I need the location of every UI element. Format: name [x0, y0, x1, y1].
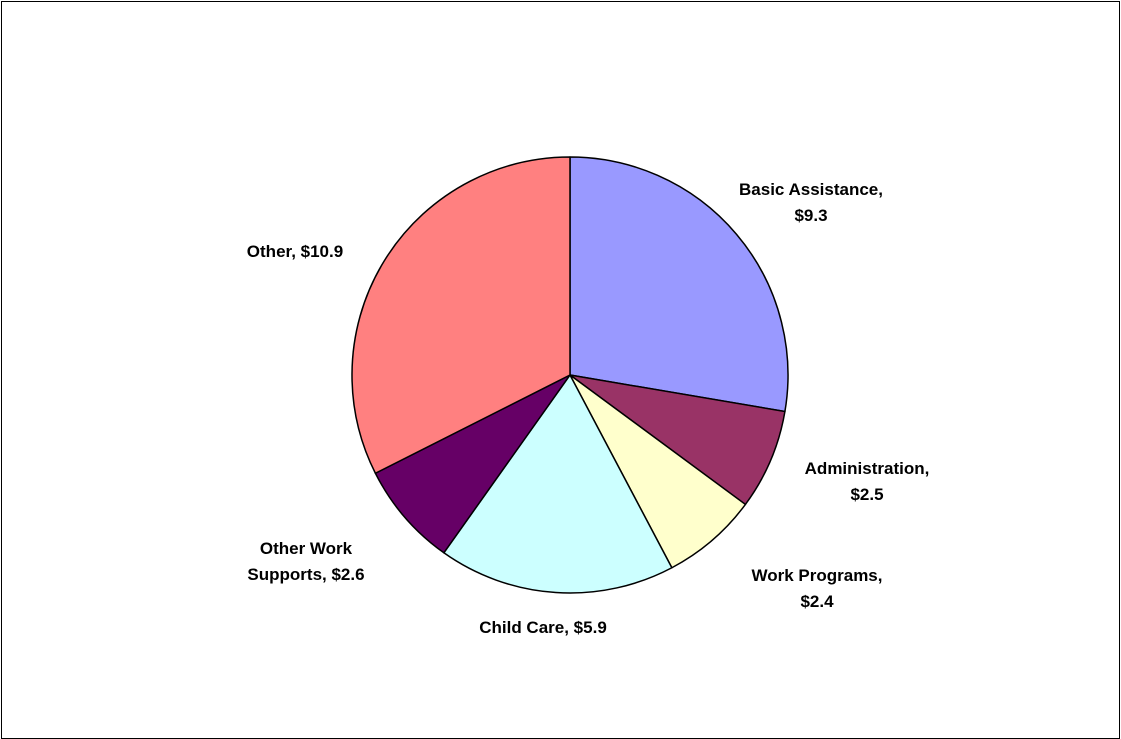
- slice-label-line: Other, $10.9: [247, 242, 343, 261]
- slice-label-line: $2.5: [850, 485, 883, 504]
- pie-slice-3: [443, 374, 673, 594]
- slice-label-4: Other Work Supports, $2.6: [247, 539, 364, 584]
- slice-label-5: Other, $10.9: [247, 242, 343, 261]
- slice-label-0: Basic Assistance, $9.3: [739, 180, 883, 225]
- slice-label-line: $2.4: [800, 592, 834, 611]
- slice-label-2: Work Programs, $2.4: [751, 566, 882, 611]
- slice-label-line: Supports, $2.6: [247, 565, 364, 584]
- slice-label-line: $9.3: [794, 206, 827, 225]
- pie-slice-1: [569, 374, 786, 506]
- pie-slice-0: [569, 156, 789, 413]
- slice-label-line: Work Programs,: [751, 566, 882, 585]
- slice-label-line: Child Care, $5.9: [479, 618, 607, 637]
- pie-slice-5: [351, 156, 571, 474]
- pie-slice-4: [374, 374, 571, 554]
- slice-label-line: Other Work: [260, 539, 353, 558]
- slice-label-1: Administration, $2.5: [805, 459, 930, 504]
- slice-label-line: Basic Assistance,: [739, 180, 883, 199]
- slice-label-line: Administration,: [805, 459, 930, 478]
- slice-label-3: Child Care, $5.9: [479, 618, 607, 637]
